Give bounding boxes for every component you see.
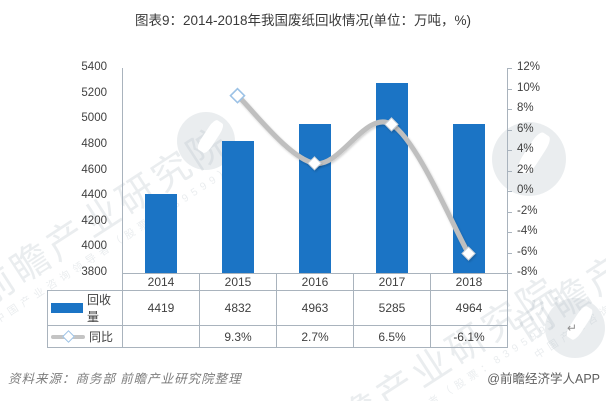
value-cell — [122, 325, 200, 348]
y-axis-right-tick-label: -2% — [517, 204, 538, 217]
value-cell: 4964 — [430, 290, 508, 326]
y-axis-right-tick-label: 8% — [517, 102, 534, 114]
year-header-cell: 2015 — [199, 273, 277, 291]
watermark-sub-text: 中国产业咨询领导者（股票：839599） — [532, 197, 606, 362]
y-axis-right-tick — [507, 68, 512, 69]
y-axis-right-tick-label: -6% — [517, 245, 538, 258]
y-axis-right-tick — [507, 170, 512, 172]
value-cell: -6.1% — [430, 325, 508, 348]
data-table: 2014 2015 2016 2017 2018 回收量 4419 4832 4963 5285 4… — [47, 273, 508, 348]
year-header-cell: 2014 — [122, 273, 200, 291]
y-axis-right-tick — [507, 129, 512, 131]
value-cell: 4419 — [122, 290, 200, 326]
line-series-swatch — [51, 329, 85, 343]
legend-label: 回收量 — [87, 293, 112, 324]
bar-2014 — [144, 193, 177, 273]
y-axis-right-tick — [507, 191, 512, 192]
y-axis-right-tick — [507, 273, 512, 274]
return-mark: ↵ — [567, 321, 578, 335]
y-axis-right-tick-label: -4% — [517, 225, 538, 237]
bar-series-swatch — [51, 303, 83, 313]
y-axis-right-tick-label: 6% — [517, 122, 534, 135]
value-cell: 5285 — [353, 290, 431, 326]
chart-title: 图表9：2014-2018年我国废纸回收情况(单位：万吨，%) — [134, 13, 472, 28]
y-axis-right-tick — [507, 252, 512, 254]
trend-line — [235, 93, 471, 257]
legend-cell-line-series: 同比 — [47, 325, 123, 348]
y-axis-right-tick-label: 12% — [517, 61, 541, 73]
y-axis-right-tick-label: 2% — [517, 163, 534, 176]
y-axis-left-tick-label: 4400 — [81, 189, 107, 202]
year-header-cell: 2016 — [276, 273, 354, 291]
y-axis-right-tick — [507, 109, 512, 110]
y-axis-right-tick — [507, 232, 512, 233]
bar-2018 — [452, 123, 485, 273]
y-axis-right-tick-label: 4% — [517, 143, 534, 155]
y-axis-right-tick — [507, 88, 512, 90]
y-axis-left-tick-label: 3800 — [81, 266, 107, 278]
year-header-cell: 2018 — [430, 273, 508, 291]
table-corner-ghost-cell — [48, 274, 123, 291]
trend-marker — [229, 87, 246, 104]
footer-source: 资料来源：商务部 前瞻产业研究院整理 — [8, 372, 242, 386]
footer-credit: @前瞻经济学人APP — [487, 372, 600, 386]
bar-2016 — [298, 123, 331, 273]
bar-2017 — [375, 82, 408, 273]
y-axis-left-tick-label: 5000 — [81, 112, 107, 125]
y-axis-left-tick-label: 4000 — [81, 240, 107, 253]
y-axis-left-tick-label: 5200 — [81, 86, 107, 99]
value-cell: 2.7% — [276, 325, 354, 348]
legend-content: 回收量 — [49, 292, 122, 325]
y-axis-left-tick-label: 4600 — [81, 163, 107, 176]
y-axis-right-tick — [507, 211, 512, 213]
legend-content: 同比 — [49, 328, 122, 345]
year-header-cell: 2017 — [353, 273, 431, 291]
y-axis-right-tick — [507, 150, 512, 151]
value-cell: 4832 — [199, 290, 277, 326]
value-cell: 4963 — [276, 290, 354, 326]
y-axis-left-tick-label: 4800 — [81, 137, 107, 150]
line-series-marker-icon — [62, 329, 75, 343]
y-axis-left-tick-label: 5400 — [81, 61, 107, 73]
value-cell: 9.3% — [199, 325, 277, 348]
legend-label: 同比 — [89, 330, 114, 344]
y-axis-left-tick-label: 4200 — [81, 214, 107, 227]
value-cell: 6.5% — [353, 325, 431, 348]
y-axis-right-tick-label: -8% — [517, 266, 538, 278]
y-axis-right-tick-label: 10% — [517, 81, 541, 94]
y-axis-right-tick-label: 0% — [517, 184, 534, 196]
y-axis-left-line — [122, 68, 123, 274]
bar-2015 — [221, 140, 254, 273]
legend-cell-bar-series: 回收量 — [47, 290, 123, 326]
